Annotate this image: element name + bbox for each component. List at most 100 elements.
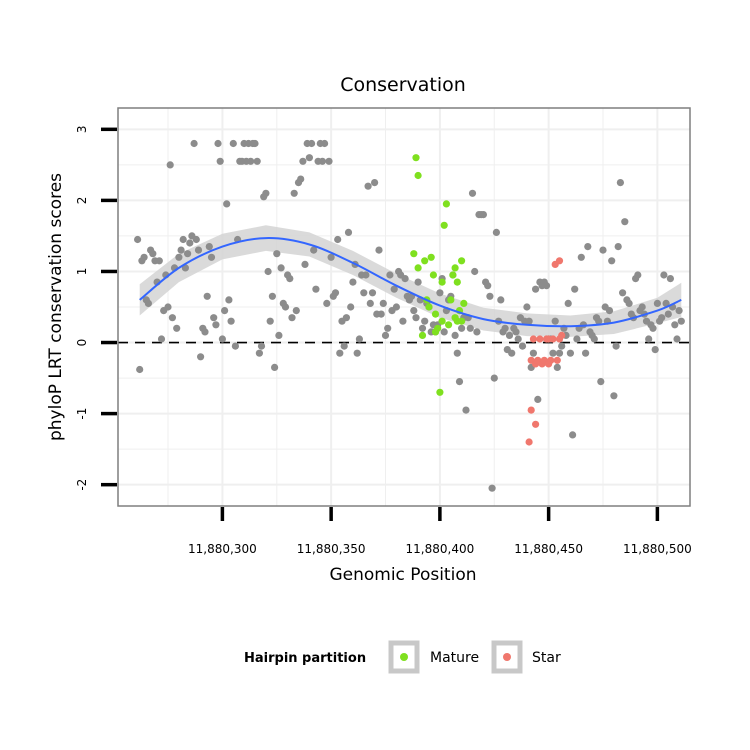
other-point [505,331,514,339]
other-point [323,299,331,307]
other-point [205,243,213,251]
other-point [608,257,616,265]
mature-point [410,250,418,258]
y-tick-label: 0 [75,339,89,347]
other-point [312,285,320,293]
other-point [466,324,474,332]
other-point [542,282,551,290]
star-point [527,406,535,414]
other-point [190,139,198,148]
mature-point [438,278,446,286]
confidence-band-area [139,225,682,337]
other-point [184,250,192,258]
other-point [625,299,633,307]
mature-point [438,317,446,325]
other-point [157,335,166,343]
other-point [368,289,377,297]
other-point [534,395,542,403]
y-tick-label: 1 [75,268,89,276]
legend-point-star [503,653,511,661]
star-point [532,420,540,428]
other-point [518,342,527,350]
plot-border [117,107,691,507]
other-point [349,278,357,286]
other-point [514,335,522,343]
other-point [340,342,348,350]
other-point [549,349,557,357]
legend: Hairpin partition Mature Star [244,640,561,674]
other-point [649,324,657,332]
other-point [344,228,353,236]
other-point [136,365,144,374]
other-point [166,161,174,169]
other-point [462,406,470,414]
other-point [468,189,477,197]
other-point [645,335,653,343]
other-point [203,292,211,300]
other-point [558,342,566,350]
other-point [525,317,533,325]
other-point [458,324,466,332]
other-point [197,353,205,361]
other-point [471,267,479,276]
mature-point [414,171,422,180]
x-tick-label: 11,880,400 [406,542,475,556]
other-point [253,157,261,165]
other-point [610,392,618,400]
other-point [297,175,305,183]
other-point [134,235,142,244]
other-point [186,239,194,247]
star-point [553,356,561,364]
other-point [290,189,298,197]
other-point [229,139,237,148]
other-point [529,349,538,357]
other-point [247,157,255,165]
mature-point [458,317,466,325]
mature-point [447,296,455,304]
smooth-trend-line [139,237,682,328]
other-point [621,218,629,226]
mature-point [414,264,422,272]
mature-point [458,257,466,265]
other-point [638,303,646,311]
other-point [677,317,685,325]
other-point [201,328,209,336]
other-point [327,253,335,261]
other-point [325,157,333,165]
other-point [255,349,263,357]
legend-point-mature [400,653,408,661]
other-point [155,257,163,265]
other-point [288,314,296,322]
other-point [299,157,307,165]
x-tick-label: 11,880,300 [188,542,257,556]
star-point [549,335,557,343]
star-point [525,438,533,446]
mature-point [429,271,437,279]
mature-point [451,264,459,272]
other-point [360,289,368,297]
other-point [582,349,590,357]
other-point [455,378,464,386]
other-point [379,299,387,307]
mature-point [421,257,429,265]
other-point [532,285,540,293]
other-point [364,182,372,190]
legend-key-star [491,640,523,674]
other-point [353,349,361,357]
other-point [653,299,662,307]
mature-point [449,271,457,279]
other-point [666,275,675,283]
other-point [179,235,187,244]
star-point [547,356,555,364]
other-point [375,246,383,254]
other-point [264,267,272,276]
star-point [529,335,538,343]
other-point [210,314,218,322]
other-point [453,349,461,357]
other-point [523,303,531,311]
y-axis-title: phyloP LRT conservation scores [46,173,66,441]
star-point [555,257,564,265]
other-point [508,349,516,357]
other-point [271,363,279,371]
